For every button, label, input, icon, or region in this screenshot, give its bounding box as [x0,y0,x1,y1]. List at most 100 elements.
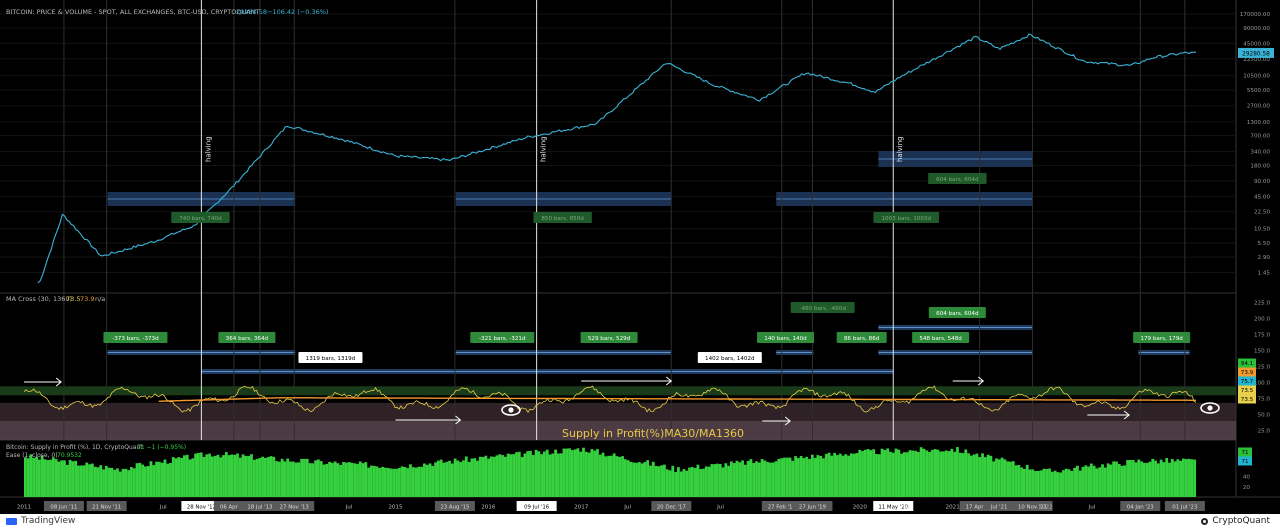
supply-bar [328,461,331,497]
cryptoquant-brand[interactable]: CryptoQuant [1201,516,1270,526]
series-layer [23,33,1197,414]
supply-bar [467,461,471,497]
supply-bar [74,460,78,497]
supply-bar [562,448,566,497]
supply-bar [163,459,167,497]
supply-bar [529,450,532,497]
supply-bar [185,454,189,497]
supply-bar [1151,458,1155,497]
supply-bar [520,457,524,497]
supply-bar [423,463,426,497]
supply-subtitle: Ease (1, close, 0) [6,452,58,459]
supply-bar [85,462,89,497]
supply-bar [1131,459,1135,497]
supply-panel-title: Bitcoin: Supply in Profit (%), 1D, Crypt… [6,444,143,451]
ma-annotation: Supply in Profit(%)MA30/MA1360 [562,427,744,440]
supply-bar [914,450,917,497]
supply-bar [1045,469,1049,497]
cryptoquant-label: CryptoQuant [1212,516,1270,526]
supply-bar [1084,465,1088,497]
supply-bar [950,448,954,497]
supply-bar [473,458,477,497]
supply-bar [308,463,312,497]
ma-tick-label: 225.0 [1254,301,1270,307]
supply-bar [649,465,652,497]
supply-bar [361,463,365,497]
supply-bar [986,454,990,497]
eye-icons [501,402,1220,416]
xaxis-label: Jul [902,505,910,511]
supply-bar [587,452,591,497]
supply-bar [612,453,616,497]
supply-bar [1165,458,1169,497]
supply-bar [863,449,867,497]
eye-icon [501,404,521,416]
supply-bar [470,458,474,497]
supply-bar [445,461,449,497]
supply-bar [696,464,700,497]
supply-bar [199,452,203,497]
supply-bar [1053,470,1057,497]
xaxis-label-box [274,501,315,511]
xaxis-label-box [984,501,1015,511]
supply-bar [476,460,479,497]
arrow-head [455,415,462,425]
supply-bar [183,455,186,497]
ma-level-tag: 94.1 [1241,361,1254,367]
xaxis-label-box [761,501,802,511]
supply-bar [498,454,502,497]
supply-bar [598,454,602,497]
supply-bar [785,457,789,497]
supply-bar [942,451,945,497]
price-tag-label: 29280.58 [1242,51,1270,57]
supply-bar [512,454,516,497]
xaxis-label: 20 Dec '17 [657,505,686,511]
ma-range-label: 1319 bars, 1319d [306,356,356,362]
supply-bar [1048,468,1051,497]
supply-bar [763,460,767,497]
footer: TradingView CryptoQuant [0,514,1280,532]
supply-bar [1028,469,1032,497]
price-tick-label: 5500.00 [1247,88,1271,94]
ma-band-lower [0,402,1236,421]
chart-svg[interactable]: halving halving halving 740 bars, 740d 850 … [0,0,1280,514]
supply-bar [364,462,368,497]
supply-bar [822,458,825,497]
supply-bar [213,455,217,497]
supply-bar [208,453,211,497]
supply-bar [939,451,943,497]
tradingview-brand[interactable]: TradingView [6,516,75,526]
supply-bar [1025,464,1029,497]
annotation-arrows [24,376,1130,426]
supply-bar [729,461,733,497]
supply-bar [1129,460,1132,497]
price-tick-label: 1300.00 [1247,120,1271,126]
supply-bar [956,447,959,497]
supply-bar [450,463,454,497]
supply-bar [922,448,926,497]
supply-bar [1168,462,1171,497]
arrow-head [55,377,62,387]
xaxis-label-box [1164,501,1205,511]
supply-bar [40,455,44,497]
price-last-value: 29280.58 [236,8,267,16]
supply-bar [24,457,27,497]
xaxis-label: 28 Nov '12 [187,505,216,511]
supply-bar [339,464,343,497]
supply-bar [358,461,362,497]
supply-bar [462,460,465,497]
supply-bar [791,460,795,497]
supply-bar [191,458,195,497]
supply-bar [534,449,538,497]
tradingview-logo-icon [6,517,17,525]
price-tick-label: 90000.00 [1243,26,1270,32]
supply-bar [174,458,178,497]
supply-bar [908,450,912,497]
ma-fast-line [23,385,1197,414]
supply-bar [383,467,387,497]
supply-bar [180,457,184,497]
ma-level-tag-box [1238,385,1256,395]
halving-label: halving [896,136,904,162]
xaxis-label-box [181,501,222,511]
supply-bar [663,464,666,497]
